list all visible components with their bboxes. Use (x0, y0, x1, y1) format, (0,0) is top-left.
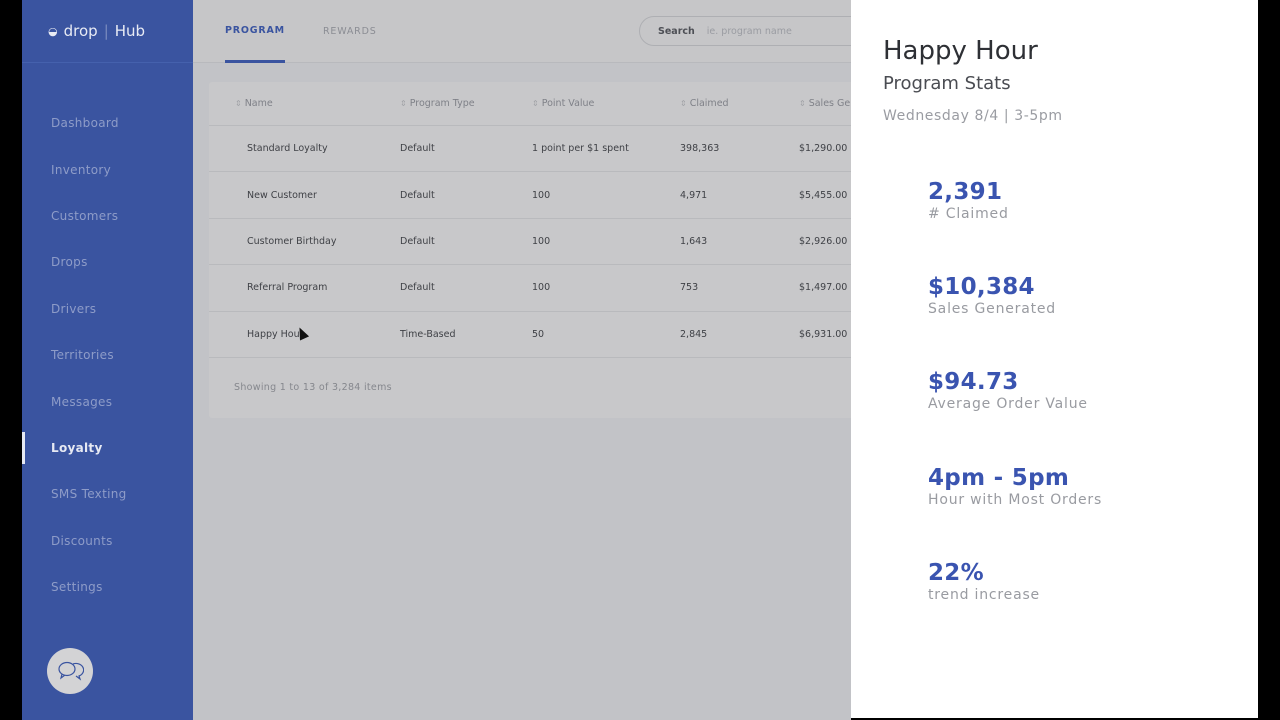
table-cell: 100 (532, 282, 551, 294)
table-cell: 398,363 (680, 143, 720, 155)
stat-trend: 22% trend increase (928, 560, 1040, 603)
tab-rewards[interactable]: REWARDS (323, 26, 377, 37)
header-name[interactable]: ⇕ Name (209, 98, 400, 109)
sidebar-item-discounts[interactable]: Discounts (51, 533, 113, 548)
table-cell: $1,497.00 (799, 282, 848, 294)
table-cell: 100 (532, 189, 551, 201)
stat-value: $10,384 (928, 274, 1035, 300)
sort-icon: ⇕ (235, 99, 242, 108)
table-cell: 2,845 (680, 328, 708, 340)
table-cell: Default (400, 143, 435, 155)
sidebar-item-settings[interactable]: Settings (51, 580, 103, 595)
table-cell: $1,290.00 (799, 143, 848, 155)
table-cell: Time-Based (400, 328, 456, 340)
table-row[interactable]: New Customer Default 100 4,971 $5,455.00 (209, 172, 869, 219)
sort-icon: ⇕ (799, 99, 806, 108)
table-cell: New Customer (247, 189, 317, 201)
tab-program[interactable]: PROGRAM (225, 0, 285, 63)
table-cell: Standard Loyalty (247, 143, 328, 155)
sidebar-item-dashboard[interactable]: Dashboard (51, 116, 119, 131)
sidebar-item-drops[interactable]: Drops (51, 255, 88, 270)
header-program-type[interactable]: ⇕ Program Type (400, 98, 532, 109)
table-cell: Default (400, 189, 435, 201)
header-label: Sales Generated (808, 98, 869, 109)
table-row[interactable]: Happy Hour Time-Based 50 2,845 $6,931.00 (209, 312, 869, 358)
search-input[interactable]: Search ie. program name (639, 16, 879, 46)
header-point-value[interactable]: ⇕ Point Value (532, 98, 680, 109)
stat-value: 2,391 (928, 179, 1003, 205)
logo[interactable]: ◒ drop | Hub (22, 0, 193, 63)
header-label: Point Value (541, 98, 595, 109)
table-cell: 1 point per $1 spent (532, 143, 629, 155)
table-row[interactable]: Standard Loyalty Default 1 point per $1 sp… (209, 126, 869, 173)
table-cell: Happy Hour (247, 328, 304, 340)
sort-icon: ⇕ (400, 99, 407, 108)
stat-label: # Claimed (928, 206, 1009, 222)
table-row[interactable]: Referral Program Default 100 753 $1,497.00 (209, 265, 869, 312)
table-cell: $2,926.00 (799, 235, 848, 247)
stat-value: 22% (928, 560, 984, 586)
stat-sales-generated: $10,384 Sales Generated (928, 274, 1056, 317)
table-cell: Default (400, 282, 435, 294)
sidebar-item-loyalty[interactable]: Loyalty (22, 425, 193, 471)
table-cell: $6,931.00 (799, 328, 848, 340)
brand-name: drop (63, 22, 98, 40)
table-cell: 1,643 (680, 235, 708, 247)
table-cell: Default (400, 235, 435, 247)
logo-divider: | (103, 22, 109, 40)
stat-label: Average Order Value (928, 396, 1088, 412)
main-content: PROGRAM REWARDS Search ie. program name … (193, 0, 879, 720)
sidebar: ◒ drop | Hub Dashboard Inventory Custome… (22, 0, 193, 720)
search-placeholder: ie. program name (706, 25, 792, 37)
panel-subtitle: Program Stats (883, 73, 1011, 94)
sidebar-item-drivers[interactable]: Drivers (51, 301, 97, 316)
header-label: Claimed (689, 98, 729, 109)
ufo-icon: ◒ (48, 24, 58, 38)
search-label: Search (658, 25, 695, 37)
sidebar-item-inventory[interactable]: Inventory (51, 162, 112, 177)
stat-average-order-value: $94.73 Average Order Value (928, 369, 1088, 412)
table-header: ⇕ Name ⇕ Program Type ⇕ Point Value ⇕ Claime… (209, 82, 869, 126)
table-cell: $5,455.00 (799, 189, 848, 201)
chat-bubbles-icon (58, 661, 84, 681)
stat-value: $94.73 (928, 369, 1019, 395)
table-cell: 100 (532, 235, 551, 247)
header-sales-generated[interactable]: ⇕Sales Generated (799, 98, 869, 109)
header-claimed[interactable]: ⇕ Claimed (680, 98, 799, 109)
sort-icon: ⇕ (680, 99, 687, 108)
chat-button[interactable] (47, 648, 93, 694)
table-row[interactable]: Customer Birthday Default 100 1,643 $2,926.0… (209, 219, 869, 266)
table-cell: 4,971 (680, 189, 708, 201)
table-cell: Customer Birthday (247, 235, 337, 247)
programs-table: ⇕ Name ⇕ Program Type ⇕ Point Value ⇕ Claime… (209, 82, 869, 418)
sidebar-item-territories[interactable]: Territories (51, 348, 114, 363)
stat-label: Hour with Most Orders (928, 492, 1103, 508)
stat-label: Sales Generated (928, 301, 1056, 317)
sort-icon: ⇕ (532, 99, 539, 108)
panel-date: Wednesday 8/4 | 3-5pm (883, 108, 1063, 124)
stat-peak-hour: 4pm - 5pm Hour with Most Orders (928, 465, 1102, 508)
pagination-info: Showing 1 to 13 of 3,284 items (234, 381, 392, 393)
stat-label: trend increase (928, 587, 1040, 603)
header-label: Program Type (409, 98, 475, 109)
sidebar-nav: Dashboard Inventory Customers Drops Driv… (22, 100, 193, 610)
sidebar-item-messages[interactable]: Messages (51, 394, 113, 409)
program-stats-panel: Happy Hour Program Stats Wednesday 8/4 |… (851, 0, 1258, 718)
top-bar: PROGRAM REWARDS Search ie. program name (193, 0, 879, 63)
table-cell: 753 (680, 282, 699, 294)
sidebar-item-customers[interactable]: Customers (51, 208, 119, 223)
header-label: Name (244, 98, 273, 109)
panel-title: Happy Hour (883, 36, 1038, 66)
product-name: Hub (114, 22, 146, 40)
table-cell: Referral Program (247, 282, 328, 294)
sidebar-item-sms-texting[interactable]: SMS Texting (51, 487, 127, 502)
stat-claimed: 2,391 # Claimed (928, 179, 1009, 222)
stat-value: 4pm - 5pm (928, 465, 1070, 491)
table-cell: 50 (532, 328, 545, 340)
